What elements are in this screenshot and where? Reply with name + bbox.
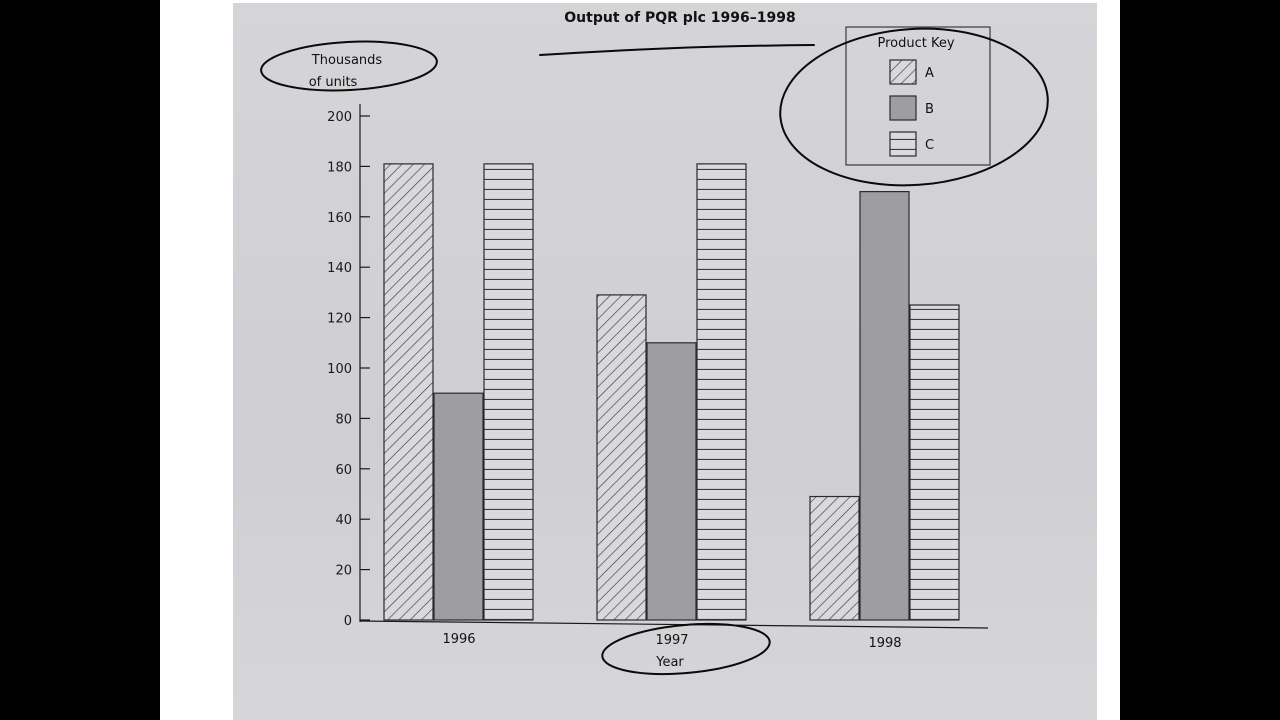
y-tick-label: 160 — [327, 211, 352, 226]
x-axis-label: Year — [655, 655, 684, 670]
y-tick-label: 0 — [344, 614, 352, 629]
y-tick-label: 120 — [327, 312, 352, 327]
legend-label-B: B — [925, 102, 934, 117]
y-tick-label: 200 — [327, 110, 352, 125]
y-tick-label: 80 — [335, 412, 352, 427]
bar-C-1996 — [483, 163, 534, 621]
legend-title: Product Key — [877, 36, 954, 51]
title-underline — [539, 44, 815, 56]
x-tick-label-1997: 1997 — [655, 633, 688, 648]
y-tick-label: 180 — [327, 160, 352, 175]
x-tick-label-1998: 1998 — [868, 636, 901, 651]
bar-C-1998 — [909, 304, 960, 621]
y-axis-label-line-2: of units — [309, 75, 358, 90]
bar-B-1997 — [646, 342, 697, 621]
y-tick-label: 60 — [335, 463, 352, 478]
y-axis-label-line-1: Thousands — [311, 53, 383, 68]
legend-swatch-A — [889, 59, 917, 85]
legend-swatch-B — [889, 95, 917, 121]
chart-title: Output of PQR plc 1996–1998 — [564, 10, 795, 26]
y-tick-label: 100 — [327, 362, 352, 377]
x-axis-labels: 1996 1997 1998 — [442, 632, 901, 651]
legend-box — [845, 26, 991, 166]
bar-A-1996 — [383, 163, 434, 621]
x-axis-line — [359, 620, 989, 629]
legend-label-A: A — [925, 66, 934, 81]
legend-circle — [779, 27, 1049, 187]
legend: Product Key A B C — [845, 26, 991, 166]
y-tick-label: 40 — [335, 513, 352, 528]
x-tick-label-1996: 1996 — [442, 632, 475, 647]
ylabel-circle — [260, 40, 438, 92]
bar-B-1998 — [859, 191, 910, 621]
y-tick-label: 140 — [327, 261, 352, 276]
bar-A-1998 — [809, 495, 860, 621]
bar-B-1996 — [433, 392, 484, 621]
bar-C-1997 — [696, 163, 747, 621]
bar-A-1997 — [596, 294, 647, 621]
y-axis: 0 20 40 60 80 100 120 140 160 180 200 — [327, 104, 989, 629]
legend-swatch-C — [889, 131, 917, 157]
legend-label-C: C — [925, 138, 934, 153]
y-tick-label: 20 — [335, 564, 352, 579]
year-circle — [601, 622, 771, 676]
bar-series — [383, 163, 960, 621]
